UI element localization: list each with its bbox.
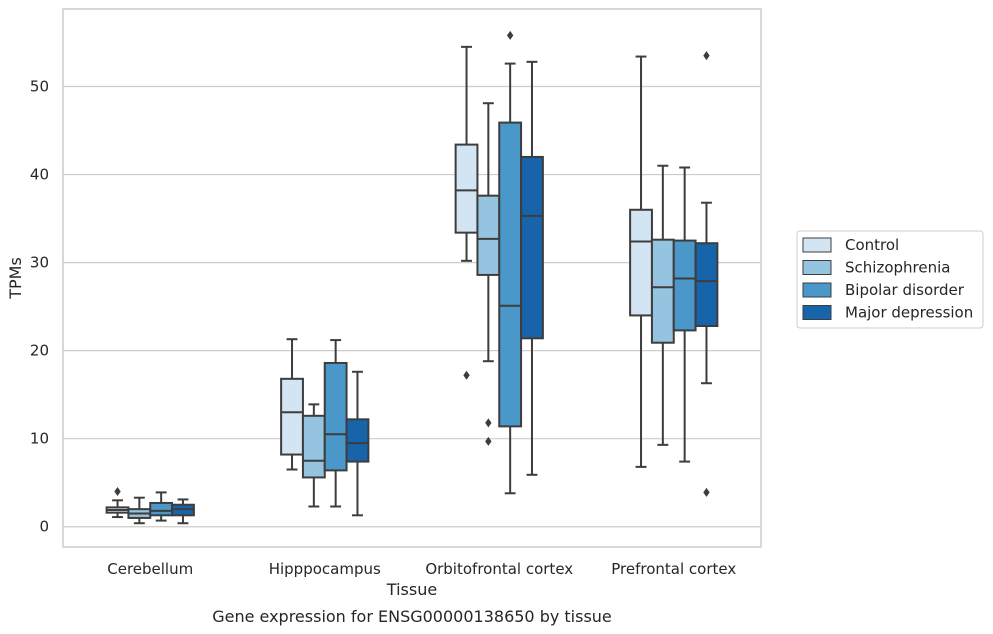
plot-frame bbox=[62, 8, 762, 548]
x-tick-label: Hipppocampus bbox=[269, 560, 381, 578]
box-body bbox=[476, 194, 501, 276]
y-tick-label: 10 bbox=[30, 430, 49, 448]
legend-frame bbox=[796, 230, 984, 329]
y-tick-label: 30 bbox=[30, 254, 49, 272]
outlier-point bbox=[485, 418, 492, 428]
legend-swatch bbox=[802, 282, 832, 298]
box-body bbox=[149, 501, 174, 517]
outlier-point bbox=[114, 487, 121, 497]
outlier-point bbox=[463, 370, 470, 380]
box-schizophrenia bbox=[476, 102, 501, 446]
y-axis-title: TPMs bbox=[6, 257, 25, 300]
box-body bbox=[629, 208, 653, 317]
x-tick-label: Cerebellum bbox=[107, 560, 193, 578]
legend-swatch bbox=[802, 237, 832, 253]
y-tick-label: 20 bbox=[30, 342, 49, 360]
box-body bbox=[301, 414, 326, 479]
outlier-point bbox=[506, 30, 514, 40]
box-major-depression bbox=[520, 60, 544, 476]
box-bipolar-disorder bbox=[672, 166, 697, 463]
box-body bbox=[454, 143, 479, 234]
y-tick-label: 0 bbox=[39, 518, 49, 536]
legend-label: Major depression bbox=[845, 304, 973, 322]
legend-label: Control bbox=[845, 236, 899, 254]
legend-swatch bbox=[802, 305, 832, 320]
x-tick-label: Orbitofrontal cortex bbox=[425, 560, 573, 578]
chart-caption: Gene expression for ENSG00000138650 by t… bbox=[212, 607, 612, 626]
box-body bbox=[650, 238, 675, 344]
box-schizophrenia bbox=[127, 496, 152, 525]
box-body bbox=[498, 121, 523, 428]
outlier-point bbox=[703, 487, 710, 497]
box-body bbox=[345, 418, 370, 463]
legend-label: Bipolar disorder bbox=[845, 281, 965, 299]
x-tick-labels: Cerebellum Hipppocampus Orbitofrontal cort… bbox=[107, 560, 736, 578]
legend-swatch bbox=[802, 260, 832, 275]
y-tick-labels: 0 10 20 30 40 50 bbox=[30, 77, 49, 535]
x-tick-label: Prefrontal cortex bbox=[611, 560, 736, 578]
legend: Control Schizophrenia Bipolar disorder Majo… bbox=[796, 230, 984, 329]
box-schizophrenia bbox=[301, 403, 326, 508]
box-major-depression bbox=[694, 51, 719, 497]
box-control bbox=[454, 45, 479, 380]
box-major-depression bbox=[345, 370, 370, 517]
box-body bbox=[280, 377, 304, 456]
outlier-point bbox=[703, 51, 710, 61]
box-body bbox=[520, 155, 544, 340]
box-schizophrenia bbox=[650, 164, 675, 446]
box-control bbox=[629, 55, 653, 468]
x-axis-title: Tissue bbox=[386, 580, 437, 599]
box-bipolar-disorder bbox=[323, 339, 348, 508]
box-body bbox=[672, 239, 697, 332]
box-major-depression bbox=[171, 498, 195, 525]
y-tick-label: 40 bbox=[30, 166, 49, 184]
box-body bbox=[694, 242, 719, 327]
box-body bbox=[323, 361, 348, 472]
box-groups bbox=[105, 30, 719, 525]
y-tick-label: 50 bbox=[30, 77, 49, 95]
outlier-point bbox=[485, 436, 492, 446]
gridlines bbox=[63, 85, 761, 528]
legend-label: Schizophrenia bbox=[845, 259, 950, 277]
